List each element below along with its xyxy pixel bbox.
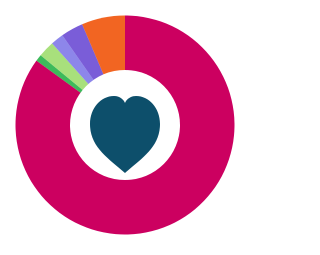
chart (15, 15, 235, 235)
page: {"chart_data": {"type": "donut", "values… (15, 15, 235, 235)
heart-icon (90, 96, 160, 173)
